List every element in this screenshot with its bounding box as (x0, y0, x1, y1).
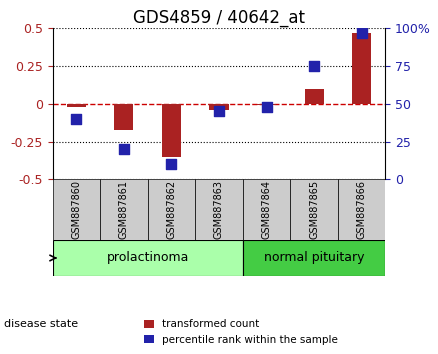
Point (215, 109, 223, 114)
Bar (67, 104, 86, 107)
Text: prolactinoma: prolactinoma (106, 251, 189, 264)
Text: GSM887864: GSM887864 (261, 180, 272, 239)
Text: GSM887861: GSM887861 (119, 180, 129, 239)
Text: disease state: disease state (4, 319, 78, 329)
Bar (162, 104, 181, 157)
FancyBboxPatch shape (53, 240, 243, 276)
Point (168, 161, 175, 167)
FancyBboxPatch shape (195, 179, 243, 240)
FancyBboxPatch shape (338, 179, 385, 240)
Text: GSM887863: GSM887863 (214, 180, 224, 239)
Text: GSM887865: GSM887865 (309, 180, 319, 239)
Text: GSM887860: GSM887860 (71, 180, 81, 239)
Legend: transformed count, percentile rank within the sample: transformed count, percentile rank withi… (139, 315, 343, 349)
FancyBboxPatch shape (100, 179, 148, 240)
Bar (114, 104, 134, 130)
Point (263, 104, 270, 110)
FancyBboxPatch shape (148, 179, 195, 240)
Point (311, 63, 318, 69)
Point (73, 116, 80, 122)
Text: normal pituitary: normal pituitary (264, 251, 364, 264)
FancyBboxPatch shape (243, 240, 385, 276)
Bar (257, 104, 276, 105)
FancyBboxPatch shape (290, 179, 338, 240)
FancyBboxPatch shape (53, 179, 100, 240)
Text: GSM887866: GSM887866 (357, 180, 367, 239)
Bar (352, 33, 371, 104)
FancyBboxPatch shape (243, 179, 290, 240)
Point (120, 146, 127, 152)
Title: GDS4859 / 40642_at: GDS4859 / 40642_at (133, 9, 305, 27)
Text: GSM887862: GSM887862 (166, 180, 177, 239)
Point (358, 30, 365, 36)
Bar (209, 104, 229, 110)
Bar (304, 89, 324, 104)
